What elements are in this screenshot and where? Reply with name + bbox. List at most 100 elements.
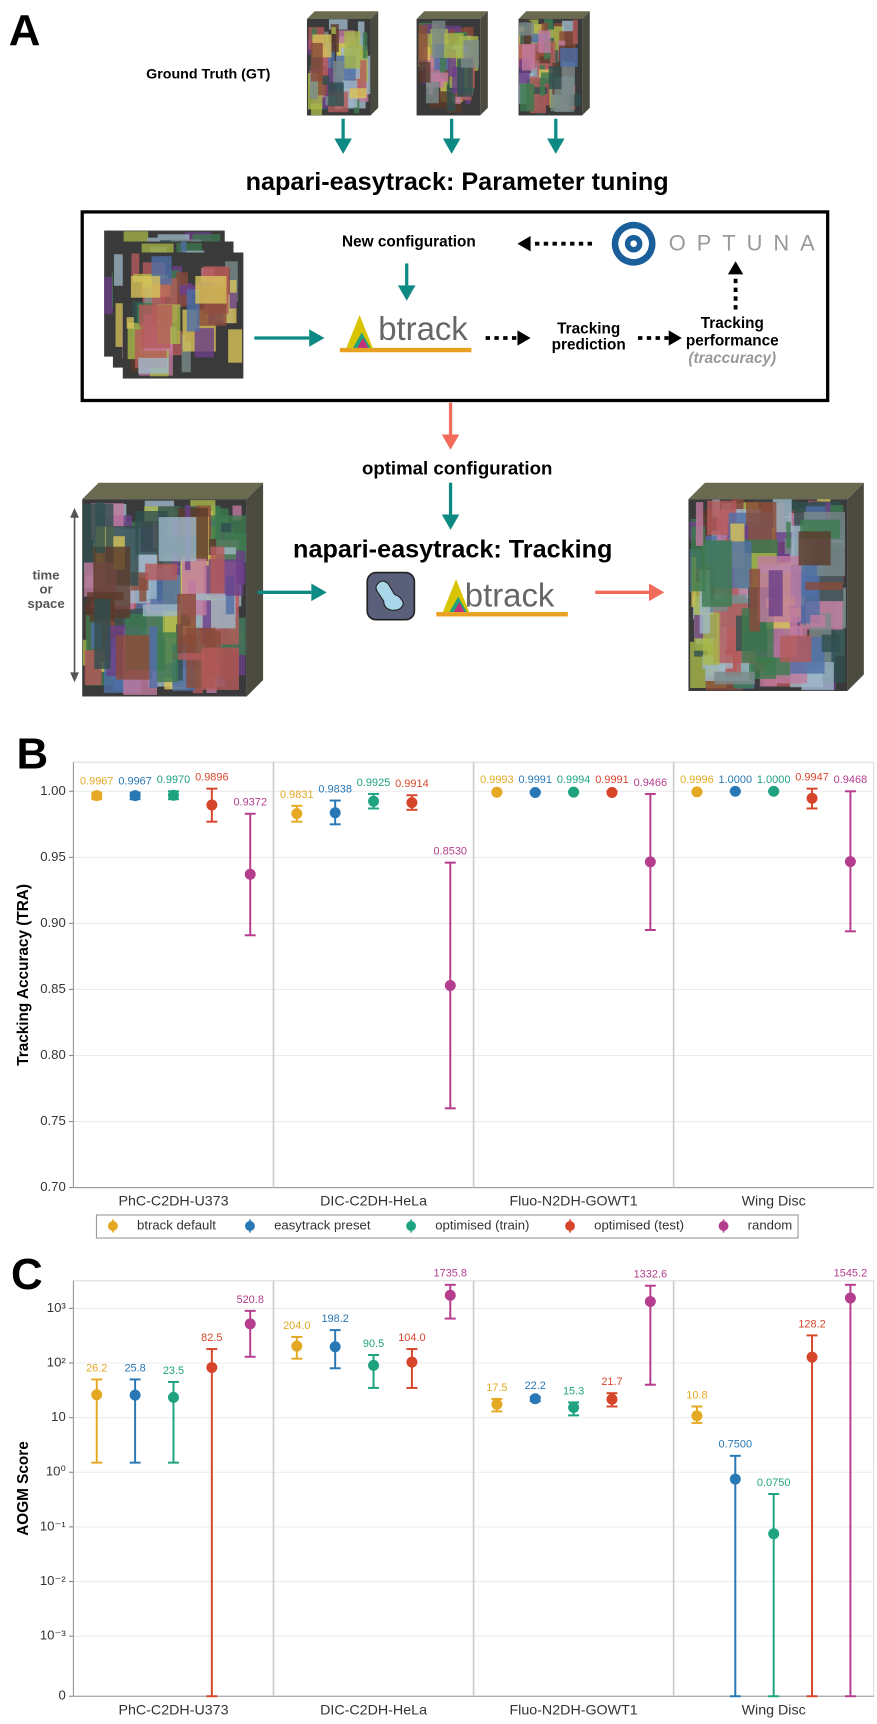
- point: [291, 1340, 303, 1352]
- image-texture: [172, 653, 215, 660]
- point: [129, 790, 141, 802]
- image-texture: [138, 304, 173, 327]
- error-bar: [368, 1354, 380, 1389]
- legend-label: random: [748, 1217, 793, 1232]
- cube-top: [518, 11, 590, 19]
- panel-a-graphics: [70, 11, 864, 697]
- point: [406, 1356, 418, 1368]
- point: [529, 787, 541, 798]
- tracking-performance: performance: [686, 332, 779, 349]
- image-texture: [780, 635, 812, 663]
- y-tick-label: 10: [51, 1409, 66, 1424]
- arrow-head: [70, 672, 79, 683]
- error-bar: [844, 1283, 856, 1698]
- value-label: 22.2: [525, 1380, 546, 1392]
- image-texture: [94, 598, 111, 669]
- error-bar: [768, 785, 780, 797]
- value-label: 90.5: [363, 1338, 384, 1350]
- image-texture: [357, 21, 365, 51]
- image-texture: [519, 59, 530, 84]
- value-label: 0.9991: [518, 774, 552, 786]
- image-texture: [534, 51, 546, 61]
- y-tick-label: 0.95: [40, 849, 66, 864]
- arrow-head: [648, 583, 665, 602]
- image-texture: [131, 253, 140, 278]
- image-texture: [726, 597, 768, 607]
- legend-marker: [565, 1221, 575, 1231]
- btrack-peak: [357, 337, 369, 348]
- image-texture: [310, 42, 323, 82]
- point: [168, 1391, 179, 1403]
- image-texture: [311, 28, 317, 40]
- image-texture: [330, 24, 339, 52]
- value-label: 1332.6: [634, 1269, 668, 1281]
- image-texture: [333, 60, 344, 84]
- error-bar: [491, 1397, 503, 1413]
- image-texture: [140, 325, 171, 349]
- error-bar: [806, 787, 818, 810]
- point: [329, 1341, 341, 1353]
- point: [491, 1398, 503, 1410]
- error-bar: [406, 1348, 418, 1389]
- y-tick-label: 0.70: [40, 1179, 66, 1194]
- point: [768, 1528, 780, 1540]
- error-bar: [329, 1329, 341, 1370]
- value-label: 1.0000: [719, 774, 753, 786]
- image-texture: [749, 568, 761, 632]
- error-bar: [491, 786, 503, 798]
- legend-label: btrack default: [137, 1217, 216, 1232]
- value-label: 104.0: [398, 1332, 425, 1344]
- image-texture: [798, 531, 831, 566]
- image-texture: [195, 276, 227, 304]
- optuna-logo: OPTUNA: [669, 231, 826, 256]
- point: [368, 795, 380, 807]
- x-tick-label: Wing Disc: [742, 1194, 806, 1210]
- value-label: 0.8530: [434, 846, 468, 858]
- cube-side: [480, 11, 488, 116]
- image-texture: [460, 40, 480, 68]
- image-texture: [309, 74, 318, 99]
- value-label: 0.9372: [233, 797, 267, 809]
- new-configuration: New configuration: [342, 234, 476, 251]
- btrack-logo: btrack: [378, 310, 468, 347]
- value-label: 82.5: [201, 1332, 222, 1344]
- image-texture: [177, 593, 196, 653]
- image-texture: [156, 632, 179, 683]
- point: [844, 1292, 856, 1304]
- point: [568, 786, 580, 798]
- point: [91, 1389, 103, 1401]
- value-label: 0.9466: [634, 777, 668, 789]
- point: [244, 868, 256, 880]
- image-texture: [521, 44, 536, 71]
- point: [291, 808, 303, 820]
- point: [768, 785, 780, 797]
- value-label: 0.9993: [480, 774, 514, 786]
- image-texture: [344, 31, 361, 69]
- image-texture: [520, 83, 535, 112]
- value-label: 0.9970: [157, 774, 191, 786]
- y-tick-label: 10⁻¹: [40, 1518, 67, 1533]
- image-texture: [465, 97, 471, 104]
- point: [644, 856, 656, 868]
- btrack-peak: [346, 314, 373, 348]
- panel-label: C: [11, 1250, 43, 1299]
- image-texture: [531, 35, 542, 64]
- box: [80, 210, 830, 403]
- error-bar: [606, 1392, 618, 1408]
- y-tick-label: 0.80: [40, 1047, 66, 1062]
- x-tick-label: Fluo-N2DH-GOWT1: [509, 1702, 637, 1718]
- image-texture: [419, 62, 431, 83]
- value-label: 17.5: [486, 1382, 507, 1394]
- arrow-head: [668, 330, 682, 346]
- y-tick-label: 10⁻²: [40, 1573, 67, 1588]
- image-texture: [539, 56, 551, 64]
- image-texture: [448, 49, 457, 77]
- optimal-configuration: optimal configuration: [362, 457, 552, 478]
- point: [444, 980, 456, 991]
- tracking-performance: Tracking: [701, 315, 764, 332]
- image-texture: [202, 571, 212, 644]
- image-texture: [142, 604, 185, 617]
- error-bar: [729, 785, 741, 797]
- y-tick-label: 0.75: [40, 1113, 66, 1128]
